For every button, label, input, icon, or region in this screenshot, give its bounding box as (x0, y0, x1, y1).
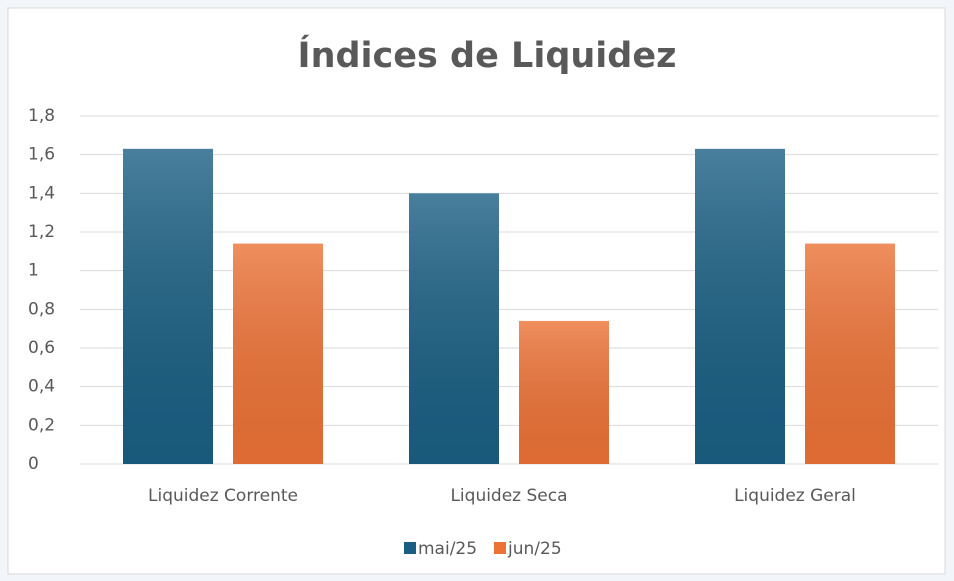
y-tick-label: 0,2 (28, 415, 55, 435)
x-tick-label: Liquidez Corrente (148, 486, 298, 506)
x-tick-label: Liquidez Seca (450, 486, 567, 506)
y-tick-label: 0 (28, 454, 39, 474)
bar-sheen (805, 243, 895, 464)
bar-sheen (409, 193, 499, 465)
legend-swatch (494, 542, 506, 554)
y-tick-label: 0,8 (28, 299, 55, 319)
bar-sheen (519, 320, 609, 464)
bar-sheen (233, 243, 323, 464)
legend-label: jun/25 (507, 539, 562, 559)
bar-sheen (695, 148, 785, 464)
bar-sheen (123, 148, 213, 464)
y-tick-label: 1 (28, 261, 39, 281)
x-tick-label: Liquidez Geral (734, 486, 856, 506)
chart-title: Índices de Liquidez (298, 34, 677, 76)
y-tick-label: 0,4 (28, 377, 55, 397)
y-tick-label: 1,2 (28, 222, 55, 242)
legend-swatch (404, 542, 416, 554)
y-tick-label: 1,6 (28, 145, 55, 165)
y-tick-label: 0,6 (28, 338, 55, 358)
y-tick-label: 1,8 (28, 106, 55, 126)
y-tick-label: 1,4 (28, 183, 55, 203)
legend-label: mai/25 (418, 539, 477, 559)
